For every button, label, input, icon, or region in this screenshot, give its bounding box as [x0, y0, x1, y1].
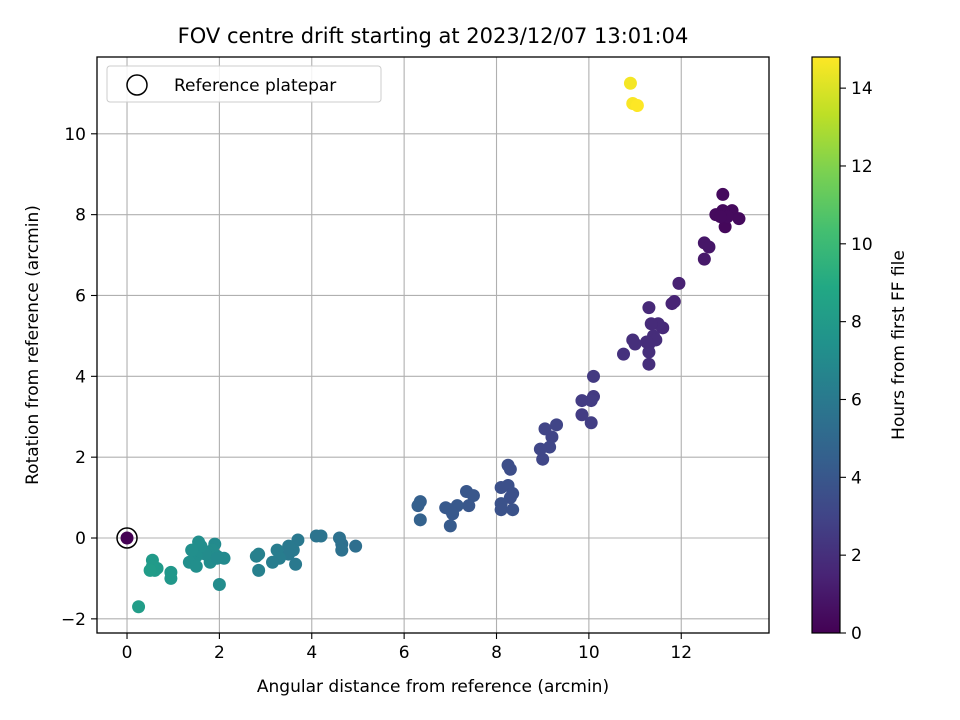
- data-point: [413, 513, 427, 527]
- data-point: [120, 531, 134, 545]
- data-point: [533, 442, 547, 456]
- colorbar-ticks: 0 2 4 6 8 10 12 14: [840, 79, 873, 644]
- legend-box: [106, 65, 382, 103]
- data-point: [623, 76, 637, 90]
- colorbar-tick-label: 0: [851, 624, 862, 644]
- colorbar-tick-label: 4: [851, 468, 862, 488]
- colorbar-label: Hours from first FF file: [889, 250, 909, 440]
- data-point: [143, 563, 157, 577]
- data-point: [494, 503, 508, 517]
- scatter-points: [116, 76, 746, 614]
- data-point: [536, 452, 550, 466]
- data-point: [185, 543, 199, 557]
- data-point: [697, 252, 711, 266]
- legend-marker: [126, 74, 148, 96]
- data-point: [714, 210, 728, 224]
- data-point: [702, 240, 716, 254]
- data-point: [538, 422, 552, 436]
- data-point: [309, 529, 323, 543]
- data-point: [443, 519, 457, 533]
- x-tick-label: 8: [491, 643, 502, 663]
- y-axis-label: Rotation from reference (arcmin): [23, 205, 43, 485]
- y-tick-label: 4: [75, 367, 86, 387]
- data-point: [644, 317, 658, 331]
- y-tick-label: 0: [75, 529, 86, 549]
- data-point: [617, 347, 631, 361]
- data-point: [630, 99, 644, 113]
- data-point: [503, 491, 517, 505]
- data-point: [718, 220, 732, 234]
- data-point: [584, 394, 598, 408]
- data-point: [335, 543, 349, 557]
- x-tick-label: 12: [670, 643, 692, 663]
- reference-platepar-marker: [116, 527, 138, 549]
- plot-frame: [96, 56, 770, 634]
- colorbar-tick-label: 10: [851, 235, 873, 255]
- data-point: [642, 301, 656, 315]
- data-point: [466, 489, 480, 503]
- data-point: [462, 499, 476, 513]
- data-point: [665, 297, 679, 311]
- colorbar-gradient: [811, 56, 841, 634]
- data-point: [575, 394, 589, 408]
- data-point: [212, 577, 226, 591]
- data-point: [411, 499, 425, 513]
- y-tick-label: 6: [75, 286, 86, 306]
- legend: Reference platepar: [106, 65, 382, 103]
- data-point: [642, 357, 656, 371]
- data-point: [584, 416, 598, 430]
- colorbar-tick-label: 2: [851, 546, 862, 566]
- data-point: [550, 418, 564, 432]
- data-point: [586, 369, 600, 383]
- x-tick-label: 0: [122, 643, 133, 663]
- x-tick-label: 4: [306, 643, 317, 663]
- data-point: [349, 539, 363, 553]
- data-point: [446, 507, 460, 521]
- data-point: [628, 337, 642, 351]
- data-point: [503, 462, 517, 476]
- data-point: [506, 503, 520, 517]
- colorbar-tick-label: 12: [851, 157, 873, 177]
- x-tick-label: 6: [399, 643, 410, 663]
- data-point: [266, 555, 280, 569]
- data-point: [164, 571, 178, 585]
- data-point: [642, 345, 656, 359]
- grid: [97, 57, 769, 633]
- data-point: [732, 212, 746, 226]
- y-tick-label: −2: [61, 610, 86, 630]
- data-point: [332, 531, 346, 545]
- data-point: [252, 563, 266, 577]
- colorbar-tick-label: 14: [851, 79, 873, 99]
- data-point: [132, 600, 146, 614]
- chart-title: FOV centre drift starting at 2023/12/07 …: [178, 24, 689, 48]
- legend-label: Reference platepar: [174, 76, 336, 96]
- y-tick-label: 2: [75, 448, 86, 468]
- y-tick-label: 10: [64, 125, 86, 145]
- axis-ticks: 0 2 4 6 8 10 12 −2 0 2 4 6 8 10: [61, 125, 692, 663]
- data-point: [289, 557, 303, 571]
- data-point: [575, 408, 589, 422]
- data-point: [291, 533, 305, 547]
- data-point: [210, 551, 224, 565]
- data-point: [640, 335, 654, 349]
- data-point: [189, 559, 203, 573]
- data-point: [716, 187, 730, 201]
- data-point: [249, 549, 263, 563]
- colorbar: 0 2 4 6 8 10 12 14 Hours from first FF file: [811, 56, 909, 644]
- y-tick-label: 8: [75, 206, 86, 226]
- x-tick-label: 10: [578, 643, 600, 663]
- x-tick-label: 2: [214, 643, 225, 663]
- colorbar-tick-label: 6: [851, 390, 862, 410]
- data-point: [672, 276, 686, 290]
- x-axis-label: Angular distance from reference (arcmin): [257, 677, 609, 697]
- colorbar-tick-label: 8: [851, 313, 862, 333]
